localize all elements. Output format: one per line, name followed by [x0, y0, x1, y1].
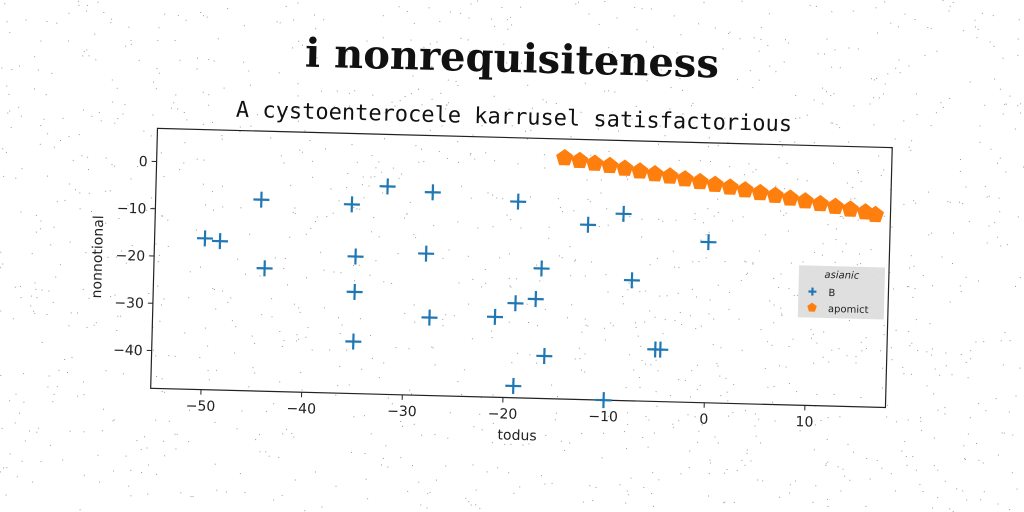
- scatter-point-b-1: [212, 233, 228, 249]
- x-tick-label: −40: [286, 401, 316, 418]
- scatter-point-apomict-13: [751, 184, 769, 201]
- scatter-point-b-13: [510, 193, 526, 209]
- x-axis: −50 −40 −30 −20 −10 0 10: [186, 389, 814, 430]
- scatter-point-b-16: [528, 291, 544, 307]
- scatter-point-b-19: [580, 217, 596, 233]
- scatter-point-b-0: [197, 230, 213, 246]
- scatter-point-apomict-6: [646, 165, 664, 182]
- chart-subtitle: A cystoenterocele karrusel satisfactorio…: [236, 98, 793, 138]
- legend-label-apomict: apomict: [828, 304, 869, 316]
- scatter-point-apomict-4: [616, 159, 634, 176]
- scatter-point-b-6: [346, 284, 362, 300]
- scatter-point-apomict-18: [827, 197, 845, 214]
- scatter-point-apomict-11: [721, 178, 739, 195]
- y-tick-label: −10: [117, 201, 147, 218]
- scatter-point-b-18: [536, 348, 552, 364]
- x-tick-label: −10: [588, 409, 618, 426]
- scatter-point-apomict-5: [631, 162, 649, 179]
- scatter-point-apomict-12: [736, 181, 754, 198]
- scatter-point-b-15: [505, 378, 521, 394]
- y-axis-label: nonnotional: [89, 215, 107, 298]
- y-tick-label: 0: [138, 154, 147, 170]
- x-tick-label: −20: [488, 406, 518, 423]
- scatter-point-apomict-7: [661, 167, 679, 184]
- scatter-point-b-9: [418, 245, 434, 261]
- legend-title: asianic: [824, 270, 860, 282]
- x-tick-label: −50: [186, 398, 216, 415]
- scatter-point-b-11: [421, 309, 437, 325]
- y-tick-label: −20: [115, 248, 145, 265]
- scatter-point-apomict-14: [766, 186, 784, 203]
- scatter-point-b-22: [624, 272, 640, 288]
- scatter-point-apomict-0: [556, 149, 574, 166]
- scatter-point-b-25: [700, 234, 716, 250]
- scatter-point-b-3: [256, 260, 272, 276]
- y-axis: 0 −10 −20 −30 −40: [113, 153, 157, 359]
- scatter-point-apomict-17: [812, 195, 830, 212]
- y-tick-label: −40: [113, 342, 143, 359]
- scatter-point-b-17: [533, 260, 549, 276]
- scatter-point-b-20: [595, 392, 611, 408]
- scatter-point-b-5: [347, 248, 363, 264]
- scatter-point-apomict-3: [601, 157, 619, 174]
- scatter-point-b-4: [344, 196, 360, 212]
- scatter-point-b-14: [507, 295, 523, 311]
- chart-marks: [193, 139, 886, 415]
- scatter-point-b-12: [487, 309, 503, 325]
- x-axis-label: todus: [497, 427, 537, 444]
- scatter-point-b-7: [345, 333, 361, 349]
- x-tick-label: 0: [699, 412, 708, 428]
- chart-title: i nonrequisiteness: [305, 30, 720, 88]
- scatter-point-b-21: [615, 206, 631, 222]
- scatter-point-apomict-10: [706, 175, 724, 192]
- scatter-point-apomict-8: [676, 170, 694, 187]
- scatter-point-apomict-9: [691, 173, 709, 190]
- scatter-point-apomict-15: [781, 189, 799, 206]
- plot-area: −50 −40 −30 −20 −10 0 10 0 −10 −20 −30 −40 todus n…: [85, 127, 892, 454]
- legend-label-b: B: [828, 288, 835, 299]
- scatter-point-b-2: [253, 191, 269, 207]
- scatter-point-b-10: [425, 184, 441, 200]
- scatter-point-apomict-19: [842, 200, 860, 217]
- scatter-point-apomict-1: [571, 151, 589, 168]
- scatter-point-apomict-2: [586, 154, 604, 171]
- x-tick-label: 10: [795, 414, 813, 430]
- x-tick-label: −30: [387, 403, 417, 420]
- scatter-point-apomict-16: [796, 192, 814, 209]
- y-tick-label: −30: [114, 295, 144, 312]
- scatter-point-b-8: [379, 178, 395, 194]
